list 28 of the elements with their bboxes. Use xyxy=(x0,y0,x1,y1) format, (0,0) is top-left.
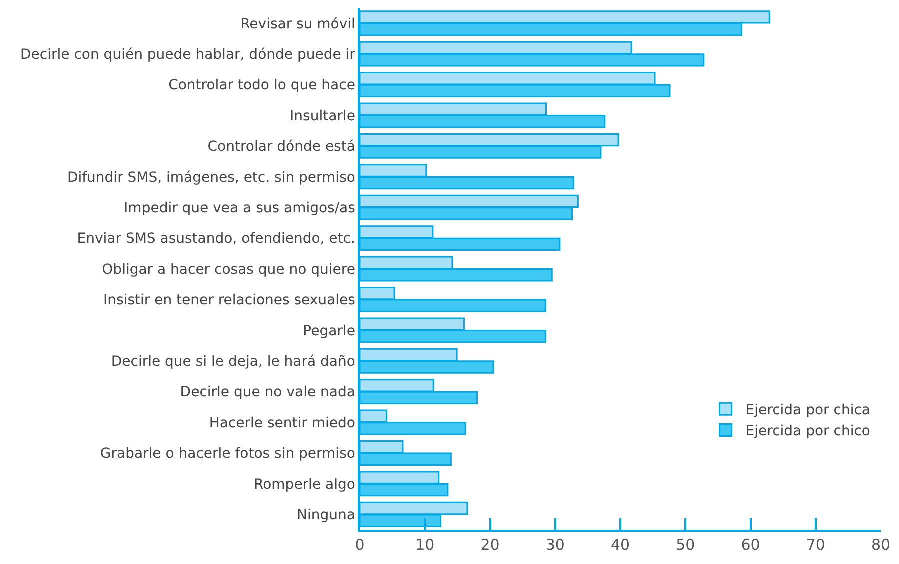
y-tick-label: Romperle algo xyxy=(254,476,356,493)
y-tick-label: Hacerle sentir miedo xyxy=(209,415,356,432)
x-tick-label: 50 xyxy=(676,536,696,554)
y-tick-label: Obligar a hacer cosas que no quiere xyxy=(102,262,356,278)
y-tick-label: Controlar todo lo que hace xyxy=(168,78,356,94)
y-tick-label: Decirle que no vale nada xyxy=(180,384,356,401)
x-tick-label: 70 xyxy=(806,536,826,554)
legend-label: Ejercida por chico xyxy=(746,424,870,440)
y-tick-label: Pegarle xyxy=(303,323,356,340)
y-tick-label: Controlar dónde está xyxy=(208,139,356,156)
x-tick-label: 60 xyxy=(741,536,760,554)
x-tick-label: 10 xyxy=(416,536,435,554)
y-tick-label: Insultarle xyxy=(290,108,356,124)
y-tick-label: Impedir que vea a sus amigos/as xyxy=(124,200,356,216)
y-tick-label: Enviar SMS asustando, ofendiendo, etc. xyxy=(77,231,356,248)
y-tick-label: Grabarle o hacerle fotos sin permiso xyxy=(100,446,356,462)
x-tick-label: 40 xyxy=(610,536,630,554)
y-tick-label: Decirle con quién puede hablar, dónde puede ir xyxy=(20,46,356,63)
y-tick-label: Insistir en tener relaciones sexuales xyxy=(104,292,356,309)
legend-label: Ejercida por chica xyxy=(746,402,870,419)
x-tick-label: 30 xyxy=(546,536,565,554)
x-tick-label: 0 xyxy=(355,536,365,554)
x-tick-label: 80 xyxy=(871,536,891,554)
y-tick-label: Decirle que si le deja, le hará daño xyxy=(111,354,356,370)
y-tick-label: Revisar su móvil xyxy=(240,16,356,32)
y-tick-label: Ninguna xyxy=(296,508,356,524)
x-tick-label: 20 xyxy=(480,536,500,554)
y-tick-label: Difundir SMS, imágenes, etc. sin permiso xyxy=(67,170,356,186)
